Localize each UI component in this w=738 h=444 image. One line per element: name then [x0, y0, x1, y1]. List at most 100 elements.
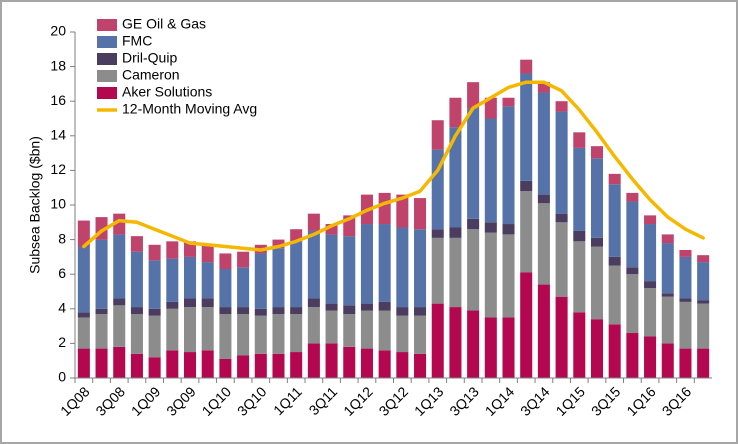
- bar-segment: [219, 253, 232, 270]
- bar-segment: [201, 298, 214, 308]
- bar-segment: [378, 310, 391, 351]
- bar-segment: [608, 324, 621, 378]
- legend-swatch: [97, 53, 117, 65]
- bar-segment: [201, 244, 214, 263]
- bar-segment: [325, 310, 338, 344]
- bar-segment: [307, 298, 320, 308]
- bar-segment: [626, 192, 639, 202]
- bar-segment: [77, 220, 90, 247]
- bar-segment: [573, 147, 586, 231]
- bar-segment: [130, 307, 143, 314]
- bar-segment: [343, 305, 356, 314]
- bar-segment: [148, 357, 161, 378]
- bar-segment: [148, 315, 161, 358]
- bar-segment: [219, 269, 232, 308]
- legend-swatch: [97, 19, 117, 31]
- bar-segment: [414, 229, 427, 308]
- bar-segment: [219, 307, 232, 314]
- bar-segment: [77, 246, 90, 313]
- bar-segment: [378, 350, 391, 378]
- y-tick-label: 18: [50, 57, 66, 73]
- bar-segment: [325, 303, 338, 311]
- bar-segment: [449, 97, 462, 128]
- bar-segment: [360, 224, 373, 304]
- bar-segment: [166, 308, 179, 351]
- bar-segment: [414, 198, 427, 230]
- y-tick-label: 10: [50, 196, 66, 212]
- bar-segment: [272, 307, 285, 314]
- bar-segment: [130, 313, 143, 354]
- bar-segment: [77, 317, 90, 349]
- bar-segment: [343, 236, 356, 306]
- bar-segment: [183, 307, 197, 353]
- bar-segment: [360, 348, 373, 378]
- bar-segment: [573, 230, 586, 242]
- bar-segment: [590, 237, 604, 247]
- bar-segment: [661, 234, 674, 244]
- bar-segment: [467, 218, 480, 230]
- bar-segment: [219, 313, 232, 359]
- bar-segment: [201, 307, 214, 351]
- y-tick-label: 16: [50, 92, 66, 108]
- bar-segment: [414, 307, 427, 316]
- bar-segment: [343, 313, 356, 347]
- bar-segment: [254, 308, 267, 316]
- bar-segment: [590, 158, 604, 238]
- bar-segment: [290, 313, 303, 353]
- bar-segment: [166, 301, 179, 309]
- bar-segment: [502, 234, 515, 318]
- bar-segment: [661, 296, 674, 344]
- bar-segment: [644, 224, 657, 282]
- bar-segment: [219, 358, 232, 378]
- bar-segment: [520, 180, 533, 192]
- bar-segment: [697, 262, 710, 301]
- bar-segment: [697, 303, 710, 349]
- bar-segment: [644, 281, 657, 289]
- bar-segment: [414, 315, 427, 354]
- bar-segment: [608, 173, 621, 185]
- bar-segment: [537, 82, 550, 93]
- bar-segment: [626, 267, 639, 275]
- legend-label: Aker Solutions: [122, 84, 212, 100]
- bar-segment: [537, 203, 550, 285]
- bar-segment: [360, 310, 373, 349]
- bar-segment: [573, 241, 586, 313]
- bar-segment: [414, 353, 427, 378]
- bar-segment: [130, 236, 143, 252]
- bar-segment: [608, 256, 621, 266]
- bar-segment: [201, 350, 214, 378]
- bar-segment: [537, 194, 550, 204]
- bar-segment: [502, 97, 515, 107]
- y-tick-label: 12: [50, 161, 66, 177]
- bar-segment: [679, 249, 692, 257]
- bar-segment: [484, 222, 497, 233]
- bar-segment: [254, 353, 267, 378]
- bar-segment: [644, 288, 657, 337]
- bar-segment: [396, 307, 409, 316]
- bar-segment: [183, 298, 197, 308]
- y-tick-label: 2: [58, 334, 66, 350]
- bar-segment: [113, 213, 126, 235]
- bar-segment: [77, 348, 90, 378]
- bar-segment: [237, 251, 250, 268]
- bar-segment: [166, 350, 179, 378]
- bar-segment: [325, 234, 338, 304]
- bar-segment: [431, 120, 444, 150]
- bar-segment: [237, 313, 250, 356]
- bar-segment: [272, 239, 285, 249]
- bar-segment: [148, 308, 161, 316]
- bar-segment: [113, 305, 126, 347]
- bar-segment: [484, 97, 497, 119]
- bar-segment: [183, 256, 197, 299]
- bar-segment: [431, 303, 444, 378]
- legend-label: Cameron: [122, 67, 180, 83]
- bar-segment: [555, 213, 568, 223]
- bar-segment: [396, 315, 409, 353]
- bar-segment: [555, 222, 568, 297]
- bar-segment: [290, 307, 303, 314]
- bar-segment: [148, 244, 161, 261]
- bar-segment: [661, 293, 674, 297]
- bar-segment: [237, 307, 250, 314]
- bar-segment: [573, 132, 586, 148]
